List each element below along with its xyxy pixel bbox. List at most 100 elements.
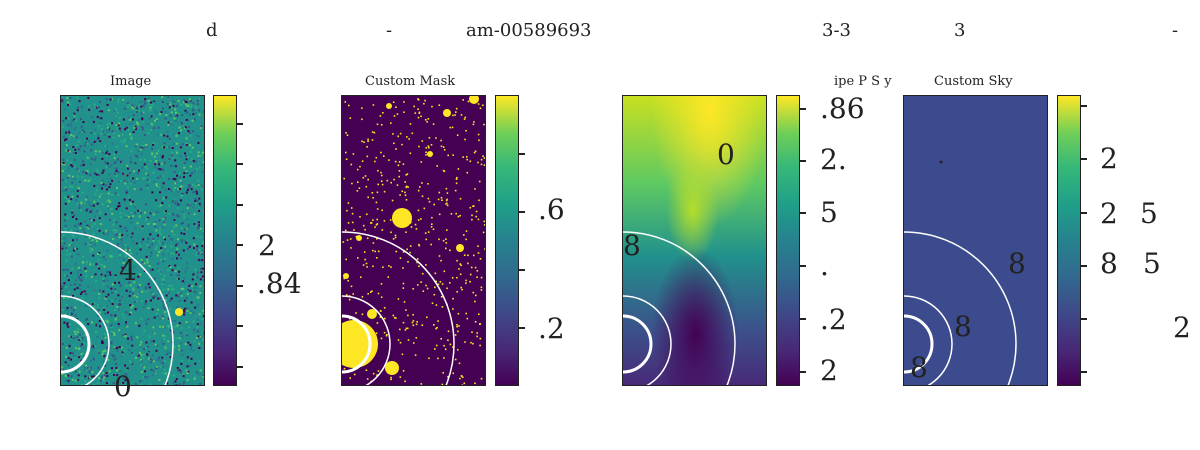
image-noise-pixel [114, 232, 117, 235]
image-noise-pixel [164, 345, 167, 348]
image-noise-pixel [185, 158, 188, 161]
image-noise-pixel [93, 103, 96, 106]
image-noise-pixel [155, 312, 158, 315]
image-noise-pixel [185, 321, 188, 323]
image-noise-pixel [91, 371, 94, 374]
mask-speckle [438, 104, 441, 106]
mask-speckle [476, 276, 478, 278]
image-noise-pixel [138, 215, 141, 218]
image-noise-pixel [63, 321, 66, 324]
image-noise-pixel [134, 172, 137, 175]
image-noise-pixel [137, 109, 140, 112]
image-noise-pixel [172, 331, 175, 334]
image-noise-pixel [194, 291, 197, 294]
image-noise-pixel [190, 188, 193, 191]
image-noise-pixel [67, 166, 70, 169]
image-noise-pixel [159, 365, 162, 368]
image-noise-pixel [117, 171, 120, 174]
image-noise-pixel [140, 240, 143, 243]
image-noise-pixel [110, 332, 113, 335]
image-noise-pixel [102, 278, 105, 280]
mask-speckle [438, 238, 440, 241]
image-noise-pixel [138, 324, 141, 327]
image-noise-pixel [162, 288, 165, 291]
overlay-label: 0 [717, 138, 735, 171]
top-fragment-5: 3 [954, 20, 966, 41]
image-noise-pixel [64, 107, 67, 110]
image-noise-pixel [104, 258, 107, 261]
image-noise-pixel [153, 230, 156, 233]
image-noise-pixel [140, 380, 143, 382]
mask-speckle [477, 133, 480, 136]
image-noise-pixel [83, 144, 86, 147]
image-noise-pixel [79, 202, 82, 205]
image-noise-pixel [118, 251, 121, 253]
mask-speckle [346, 134, 349, 136]
image-noise-pixel [177, 291, 180, 294]
image-noise-pixel [180, 342, 183, 345]
image-noise-pixel [96, 210, 98, 213]
mask-speckle [465, 312, 467, 315]
image-noise-pixel [118, 254, 121, 257]
image-noise-pixel [61, 373, 64, 375]
image-noise-pixel [152, 293, 155, 296]
image-noise-pixel [133, 281, 136, 284]
image-noise-pixel [134, 322, 137, 325]
mask-speckle [414, 223, 417, 226]
image-noise-pixel [87, 201, 90, 203]
image-noise-pixel [199, 204, 201, 207]
image-noise-pixel [93, 237, 96, 240]
image-noise-pixel [159, 272, 162, 275]
image-noise-pixel [107, 311, 109, 314]
image-noise-pixel [128, 281, 131, 284]
cb3-tick [800, 212, 806, 214]
image-noise-pixel [190, 101, 193, 103]
image-noise-pixel [117, 124, 120, 127]
image-noise-pixel [68, 150, 71, 153]
image-noise-pixel [162, 317, 165, 320]
image-noise-pixel [182, 249, 185, 252]
image-noise-pixel [61, 134, 64, 137]
image-noise-pixel [162, 101, 165, 103]
mask-speckle [431, 302, 434, 304]
image-noise-pixel [67, 291, 70, 293]
image-panel-canvas [61, 96, 204, 385]
image-noise-pixel [66, 323, 69, 326]
image-noise-pixel [119, 216, 122, 219]
image-noise-pixel [170, 111, 173, 114]
image-noise-pixel [96, 240, 98, 243]
image-noise-pixel [177, 191, 179, 193]
image-noise-pixel [74, 198, 77, 201]
mask-speckle [376, 191, 379, 194]
image-noise-pixel [196, 192, 199, 195]
image-noise-pixel [177, 295, 180, 298]
image-noise-pixel [184, 270, 187, 273]
image-noise-pixel [156, 367, 159, 370]
image-noise-pixel [109, 183, 112, 186]
image-noise-pixel [154, 225, 157, 228]
image-noise-pixel [171, 370, 173, 373]
image-noise-pixel [171, 147, 174, 149]
image-noise-pixel [86, 186, 89, 189]
image-noise-pixel [123, 173, 126, 176]
mask-speckle [446, 202, 448, 205]
mask-speckle [376, 257, 378, 259]
mask-speckle [431, 223, 433, 225]
image-noise-pixel [77, 187, 80, 190]
image-noise-pixel [129, 269, 131, 272]
image-noise-pixel [115, 175, 118, 177]
image-noise-pixel [98, 100, 101, 103]
mask-speckle [466, 158, 468, 161]
mask-speckle [461, 288, 463, 291]
mask-speckle [404, 380, 406, 383]
image-noise-pixel [88, 371, 91, 373]
image-noise-pixel [75, 136, 78, 139]
image-noise-pixel [203, 251, 204, 253]
image-noise-pixel [157, 269, 160, 272]
image-noise-pixel [119, 356, 122, 359]
image-noise-pixel [154, 248, 157, 250]
mask-speckle [379, 316, 382, 318]
image-noise-pixel [85, 226, 88, 228]
mask-speckle [427, 197, 430, 200]
image-noise-pixel [158, 135, 161, 137]
